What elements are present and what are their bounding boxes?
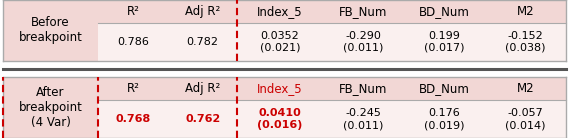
Text: 0.0352
(0.021): 0.0352 (0.021) xyxy=(259,31,300,53)
Text: FB_Num: FB_Num xyxy=(339,5,387,18)
Text: Adj R²: Adj R² xyxy=(185,5,220,18)
Text: BD_Num: BD_Num xyxy=(419,82,470,95)
Text: 0.762: 0.762 xyxy=(185,114,220,124)
Text: Adj R²: Adj R² xyxy=(185,82,220,95)
Text: M2: M2 xyxy=(517,5,534,18)
Text: R²: R² xyxy=(126,5,139,18)
Text: 0.768: 0.768 xyxy=(116,114,151,124)
Text: 0.782: 0.782 xyxy=(187,37,218,47)
Text: FB_Num: FB_Num xyxy=(339,82,387,95)
Text: R²: R² xyxy=(126,82,139,95)
Text: 0.0410
(0.016): 0.0410 (0.016) xyxy=(257,108,303,130)
Text: Before
breakpoint: Before breakpoint xyxy=(19,16,83,44)
Text: -0.057
(0.014): -0.057 (0.014) xyxy=(505,108,546,130)
Text: 0.176
(0.019): 0.176 (0.019) xyxy=(424,108,465,130)
Bar xyxy=(98,100,566,138)
Text: -0.245
(0.011): -0.245 (0.011) xyxy=(343,108,384,130)
Text: -0.152
(0.038): -0.152 (0.038) xyxy=(505,31,546,53)
Text: -0.290
(0.011): -0.290 (0.011) xyxy=(343,31,384,53)
Text: After
breakpoint
(4 Var): After breakpoint (4 Var) xyxy=(19,86,83,129)
Bar xyxy=(3,0,566,61)
Text: 0.199
(0.017): 0.199 (0.017) xyxy=(424,31,465,53)
Text: Index_5: Index_5 xyxy=(257,5,303,18)
Text: BD_Num: BD_Num xyxy=(419,5,470,18)
Text: M2: M2 xyxy=(517,82,534,95)
Bar xyxy=(3,77,566,138)
Text: 0.786: 0.786 xyxy=(117,37,149,47)
Text: Index_5: Index_5 xyxy=(257,82,303,95)
Bar xyxy=(98,23,566,61)
